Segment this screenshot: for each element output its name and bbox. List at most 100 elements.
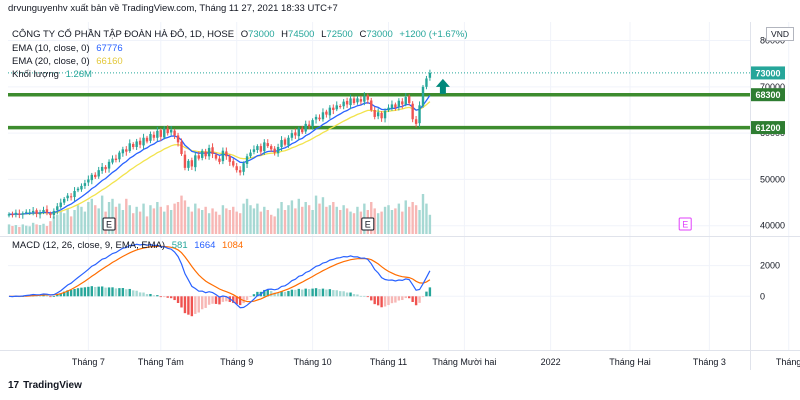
macd-histogram-bar [273,292,276,297]
candle [169,125,173,136]
candle [280,136,283,152]
candle [152,131,156,141]
macd-histogram-bar [142,292,145,297]
macd-histogram-bar [342,291,345,297]
candle-body [245,156,249,164]
candle [211,143,214,159]
candle-body [263,142,266,151]
ohlc-low: L72500 [321,29,353,40]
up-arrow-icon [435,78,450,94]
candle-body [394,104,397,108]
candle [183,150,187,171]
volume-bar [321,197,325,234]
time-tick-label: Tháng Mười hai [432,357,496,367]
candle-body [211,147,214,154]
currency-button[interactable]: VND [766,27,794,41]
ema-lines [8,95,431,215]
candle [283,137,287,147]
candle [59,198,62,209]
candle [256,144,259,153]
candle-body [197,155,200,159]
ema10-value: 67776 [96,43,123,54]
candle [235,162,238,173]
candle-body [418,105,421,124]
volume-bar [280,202,283,234]
candle [214,152,218,161]
volume-bar [25,225,28,234]
candle-body [328,107,332,116]
candle [69,193,73,201]
candle [383,108,387,123]
candle [132,142,135,150]
candle-body [387,107,390,111]
candle [107,159,111,173]
volume-bar [311,210,314,234]
macd-histogram-bar [339,291,342,297]
ema20-legend[interactable]: EMA (20, close, 0) 66160 [12,56,123,67]
time-tick-label: Tháng Tám [138,357,184,367]
macd-line-value: 1664 [194,240,216,251]
volume-bar [252,208,256,234]
candle-body [345,100,349,105]
candle [314,114,318,124]
macd-histogram-bar [276,292,280,297]
volume-bar [49,221,52,234]
volume-bar [11,226,14,234]
volume-bar [376,213,380,234]
volume-bar [63,213,66,234]
macd-histogram-bar [380,296,383,308]
candle [176,132,180,147]
volume-bar [349,211,352,234]
macd-histogram-bar [263,289,266,297]
candle [31,206,35,216]
candle-body [183,154,187,168]
candle-body [204,151,207,157]
candle-body [276,147,280,154]
candle-body [52,210,56,216]
volume-bar [31,222,35,234]
candle-body [187,160,190,168]
volume-bar [76,205,80,234]
macd-histogram-bar [169,296,173,299]
ema10-legend[interactable]: EMA (10, close, 0) 67776 [12,43,123,54]
candle [408,94,411,106]
candle [307,120,311,130]
candle [238,166,242,176]
macd-histogram-bar [73,288,76,297]
price-axis-label: 73000 [751,66,785,80]
macd-histogram-bar [49,296,52,298]
candle-body [176,135,180,143]
macd-histogram-bar [204,296,207,308]
candle-body [31,210,35,213]
ohlc-close: C73000 [359,29,393,40]
candle [321,108,325,122]
macd-histogram-bar [428,287,432,297]
macd-histogram-bar [359,295,363,297]
macd-histogram-bar [325,289,328,297]
macd-histogram-bar [332,290,335,297]
volume-legend[interactable]: Khối lượng 1.26M [12,69,92,80]
candle-body [21,213,24,215]
macd-histogram-bar [297,288,300,297]
volume-bar [214,211,218,234]
volume-bar [332,202,335,234]
volume-bar [128,205,131,234]
macd-histogram-bar [190,296,194,317]
volume-bar [228,210,231,234]
volume-bar [7,224,11,234]
candle [18,209,21,219]
volume-bar [176,202,180,234]
volume-bar [111,198,114,234]
candle-body [45,209,49,213]
macd-histogram-bar [66,290,69,297]
macd-histogram-bar [283,291,287,297]
macd-legend[interactable]: MACD (12, 26, close, 9, EMA, EMA) 581 16… [12,240,244,251]
candle-body [80,185,83,190]
macd-histogram-bar [311,288,314,297]
ema20-value: 66160 [96,56,123,67]
macd-histogram-bar [132,290,135,297]
volume-bar [263,206,266,234]
tradingview-brand[interactable]: 17 TradingView [8,380,82,391]
candle-body [218,158,221,162]
